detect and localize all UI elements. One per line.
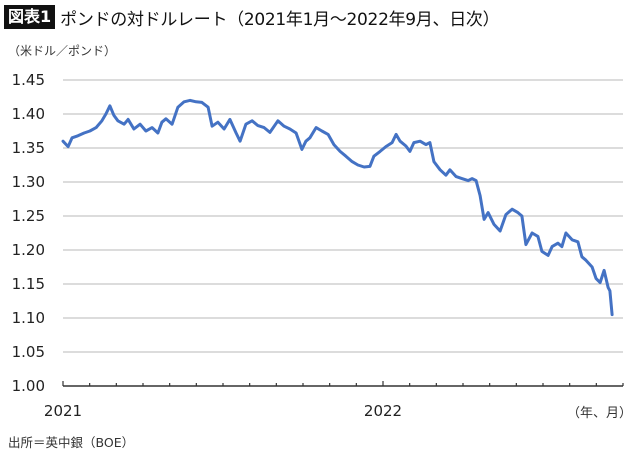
y-axis-ticks: 1.45 1.40 1.35 1.30 1.25 1.20 1.15 1.10 1.05 1.00 [12, 71, 45, 395]
x-tick-label: 2021 [44, 402, 82, 420]
y-tick-label: 1.05 [12, 343, 45, 361]
x-axis-labels: 2021 2022 [44, 402, 402, 420]
y-tick-label: 1.25 [12, 207, 45, 225]
y-tick-label: 1.10 [12, 309, 45, 327]
y-tick-label: 1.20 [12, 241, 45, 259]
y-tick-label: 1.15 [12, 275, 45, 293]
grid-lines [63, 79, 623, 353]
x-axis-unit: （年、月） [567, 406, 633, 421]
source-note: 出所＝英中銀（BOE） [8, 435, 135, 450]
y-tick-label: 1.00 [12, 377, 45, 395]
y-tick-label: 1.30 [12, 173, 45, 191]
x-tick-label: 2022 [364, 402, 402, 420]
chart-title-row: 図表1 ポンドの対ドルレート（2021年1月〜2022年9月、日次） [4, 5, 500, 30]
y-axis-unit: （米ドル／ポンド） [8, 44, 117, 58]
y-tick-label: 1.40 [12, 105, 45, 123]
gbp-usd-line [61, 98, 614, 317]
x-axis [62, 381, 624, 387]
figure-tag: 図表1 [4, 5, 56, 29]
y-tick-label: 1.35 [12, 139, 45, 157]
chart-title: ポンドの対ドルレート（2021年1月〜2022年9月、日次） [60, 9, 500, 30]
y-tick-label: 1.45 [12, 71, 45, 89]
